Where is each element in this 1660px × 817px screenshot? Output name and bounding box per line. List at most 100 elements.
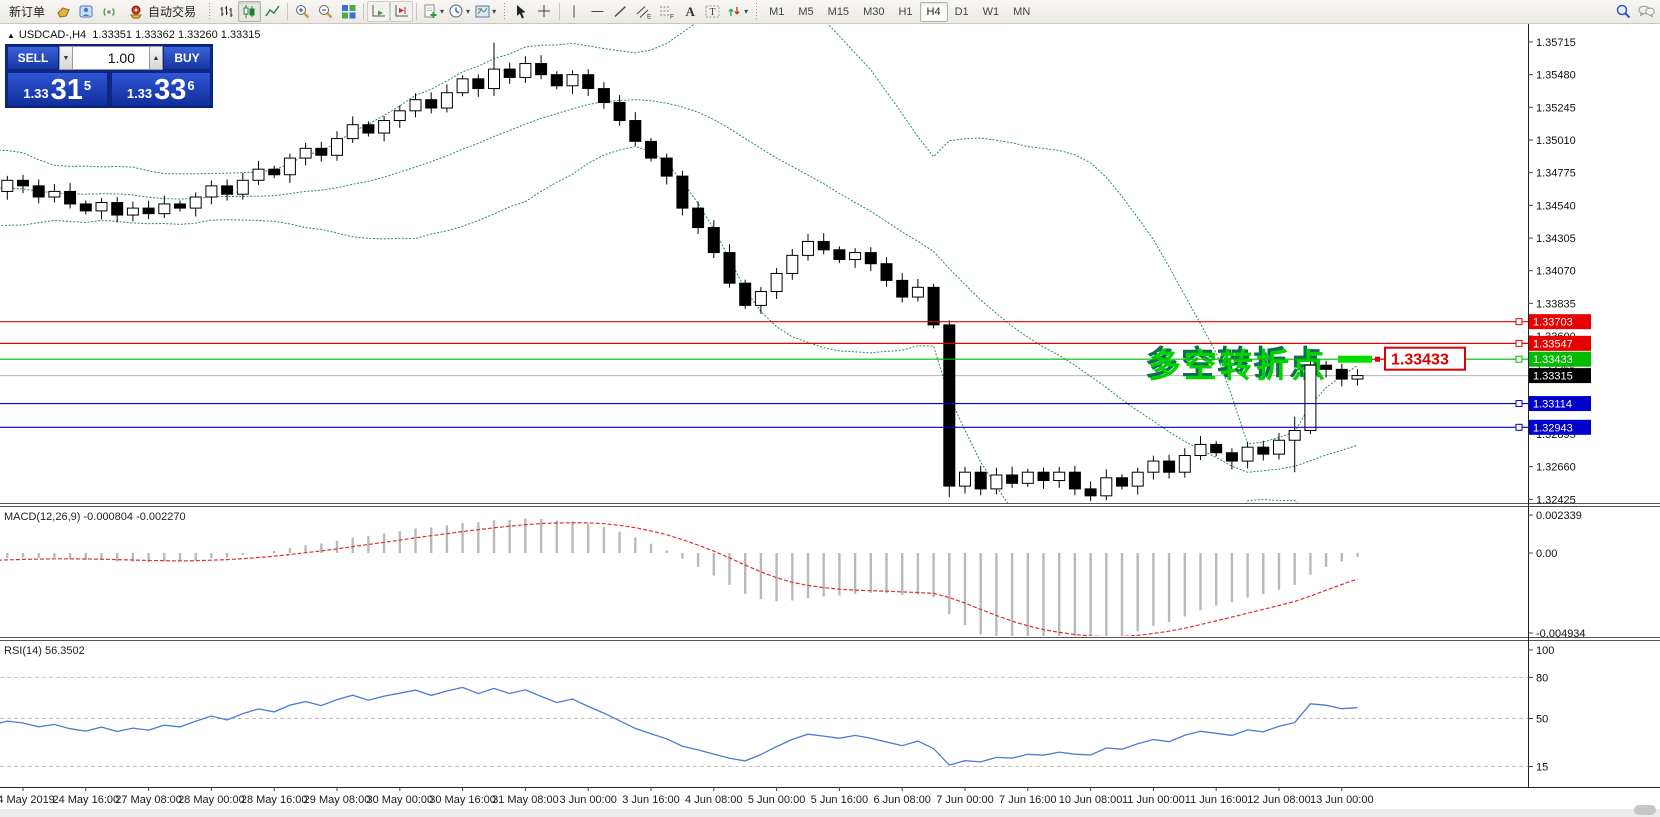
zoom-out-button[interactable] <box>314 1 337 22</box>
candle-body <box>974 471 987 490</box>
candle-body <box>456 78 469 94</box>
search-button[interactable] <box>1612 1 1635 22</box>
rsi-panel <box>0 686 1358 766</box>
candle-body <box>1037 471 1050 482</box>
auto-scroll-button[interactable] <box>367 1 391 22</box>
candle-body <box>488 68 500 90</box>
line-handle[interactable] <box>1515 400 1523 408</box>
candle-body <box>1068 471 1081 490</box>
horizontal-line-icon <box>591 11 604 12</box>
candle-body <box>817 240 830 251</box>
equidistant-channel-icon: E <box>636 6 652 21</box>
time-axis-label: 28 May 00:00 <box>178 794 245 806</box>
timeframe-h4[interactable]: H4 <box>919 1 948 22</box>
line-handle[interactable] <box>1515 339 1523 347</box>
candle-body <box>1273 439 1285 455</box>
svg-text:A: A <box>686 4 696 19</box>
bar-chart-button[interactable] <box>215 1 238 22</box>
time-axis-label: 5 Jun 00:00 <box>748 794 806 806</box>
toolbar-separator <box>287 3 289 20</box>
price-tick-label: 1.32425 <box>1536 494 1576 506</box>
timeframe-h1[interactable]: H1 <box>891 2 919 22</box>
rsi-axis-label: 100 <box>1536 645 1554 657</box>
timeframe-m15[interactable]: M15 <box>821 2 856 22</box>
buy-price[interactable]: 1.33 33 6 <box>110 72 211 106</box>
resize-grip[interactable] <box>1634 805 1656 815</box>
candle-body <box>1021 471 1034 484</box>
timeframe-d1[interactable]: D1 <box>948 2 976 22</box>
arrows-button[interactable]: ▾ <box>724 1 750 22</box>
tile-windows-button[interactable] <box>337 1 360 22</box>
volume-input[interactable]: 1.00 <box>73 46 149 70</box>
trendline-button[interactable] <box>609 1 632 22</box>
horizontal-line-button[interactable] <box>586 1 609 22</box>
chart-shift-button[interactable] <box>390 1 414 22</box>
annotation-shadow: 多空转折点 <box>1145 344 1325 381</box>
volume-decrease-button[interactable]: ▼ <box>59 46 73 70</box>
text-button[interactable]: A <box>678 1 701 22</box>
macd-panel <box>0 518 1359 636</box>
rsi-value: 56.3502 <box>44 645 85 657</box>
buy-button[interactable]: BUY <box>163 46 211 70</box>
timeframe-m5[interactable]: M5 <box>791 2 820 22</box>
price-tick-label: 1.34070 <box>1536 266 1576 278</box>
cursor-button[interactable] <box>510 1 533 22</box>
zoom-in-button[interactable] <box>291 1 314 22</box>
svg-text:E: E <box>647 14 652 21</box>
candle-body <box>676 175 689 209</box>
timeframe-m30[interactable]: M30 <box>856 2 891 22</box>
annotation-marker[interactable] <box>1338 355 1372 363</box>
new-order-button[interactable]: 新订单 <box>2 1 52 22</box>
time-axis-label: 24 May 16:00 <box>52 794 119 806</box>
chat-button[interactable] <box>1635 1 1658 22</box>
price-tick-label: 1.34540 <box>1536 200 1576 212</box>
chart-background <box>0 24 1660 817</box>
templates-button[interactable]: ▾ <box>472 1 498 22</box>
volume-increase-button[interactable]: ▲ <box>149 46 163 70</box>
candle-body <box>346 124 359 140</box>
line-handle[interactable] <box>1515 355 1523 363</box>
candle-body <box>64 190 77 205</box>
timeframe-mn[interactable]: MN <box>1006 2 1037 22</box>
price-callout-box[interactable] <box>1384 346 1466 371</box>
autotrade-button[interactable]: 自动交易 <box>121 1 203 22</box>
line-handle[interactable] <box>1515 318 1523 326</box>
candle-body <box>911 286 924 298</box>
signals-icon <box>103 8 115 16</box>
periods-button[interactable]: ▾ <box>446 1 472 22</box>
sell-price[interactable]: 1.33 31 5 <box>7 72 108 106</box>
candle-body <box>425 99 438 109</box>
line-chart-button[interactable] <box>261 1 284 22</box>
time-axis-label: 10 Jun 08:00 <box>1059 794 1123 806</box>
toolbar-grip <box>754 3 759 20</box>
ohlc-low: 1.33260 <box>177 29 218 41</box>
crosshair-button[interactable] <box>533 1 556 22</box>
timeframe-m1[interactable]: M1 <box>762 2 791 22</box>
time-axis-label: 31 May 08:00 <box>492 794 559 806</box>
sell-button[interactable]: SELL <box>7 46 59 70</box>
channel-button[interactable]: E <box>632 1 655 22</box>
vertical-line-button[interactable] <box>563 1 586 22</box>
candlestick-chart-button[interactable] <box>238 1 262 22</box>
search-icon <box>1616 4 1631 19</box>
candle-body <box>315 147 328 156</box>
profile-button[interactable] <box>75 1 98 22</box>
candle-body <box>111 202 124 216</box>
fibonacci-button[interactable]: F <box>655 1 678 22</box>
candle-body <box>189 196 202 209</box>
time-axis-label: 3 Jun 00:00 <box>559 794 617 806</box>
toolbar-grip <box>502 3 507 20</box>
text-label-button[interactable]: T <box>701 1 724 22</box>
price-tick-label: 1.35480 <box>1536 70 1576 82</box>
line-handle[interactable] <box>1515 423 1523 431</box>
timeframe-w1[interactable]: W1 <box>976 2 1007 22</box>
signals-button[interactable] <box>98 1 121 22</box>
candle-body <box>378 120 391 134</box>
one-click-trading-panel: SELL ▼ 1.00 ▲ BUY 1.33 31 5 1.33 33 6 <box>5 44 213 108</box>
candle-body <box>692 207 705 229</box>
candle-body <box>1163 460 1176 473</box>
market-watch-button[interactable] <box>52 1 75 22</box>
buy-price-major: 1.33 <box>126 86 153 101</box>
indicators-button[interactable]: ▾ <box>420 1 446 22</box>
